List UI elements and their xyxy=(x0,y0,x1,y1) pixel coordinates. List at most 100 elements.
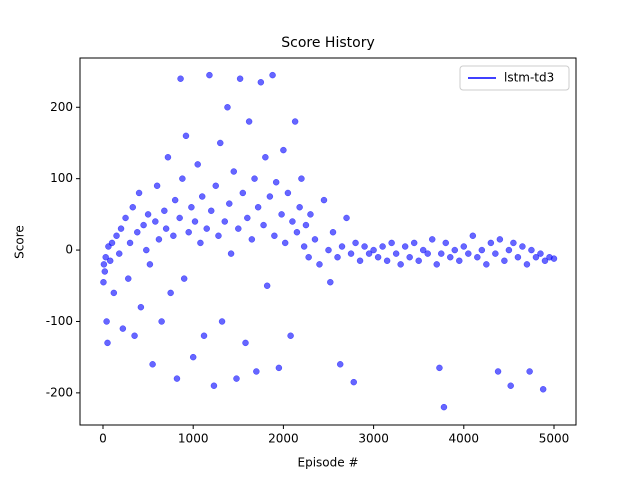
point xyxy=(161,207,168,215)
point xyxy=(347,250,355,257)
point xyxy=(514,253,522,261)
point xyxy=(291,118,299,125)
point xyxy=(316,261,323,268)
point xyxy=(510,239,517,247)
x-tick-label: 1000 xyxy=(178,432,209,446)
point xyxy=(350,378,358,386)
point xyxy=(289,218,296,225)
point xyxy=(180,275,188,282)
point xyxy=(235,225,242,232)
point xyxy=(149,361,156,368)
point xyxy=(539,386,547,393)
point xyxy=(106,257,114,265)
point xyxy=(158,318,165,325)
point xyxy=(245,118,253,125)
point xyxy=(126,239,134,247)
point xyxy=(440,403,448,411)
point xyxy=(191,218,199,225)
point xyxy=(115,250,123,257)
point xyxy=(140,221,147,229)
point xyxy=(272,178,280,186)
point xyxy=(505,246,513,254)
point xyxy=(492,250,499,257)
point xyxy=(269,71,276,79)
point xyxy=(170,232,177,240)
point xyxy=(343,214,350,222)
point xyxy=(251,175,258,182)
point xyxy=(224,104,231,111)
point xyxy=(100,278,107,286)
point xyxy=(550,255,558,262)
point xyxy=(253,368,260,375)
point xyxy=(215,232,222,240)
legend-label: lstm-td3 xyxy=(504,71,554,85)
point xyxy=(119,325,127,332)
x-tick-label: 2000 xyxy=(268,432,299,446)
point xyxy=(266,193,274,200)
point xyxy=(406,253,413,261)
point xyxy=(236,75,244,82)
point xyxy=(296,203,303,211)
chart-title: Score History xyxy=(281,35,374,51)
point xyxy=(523,261,531,268)
point xyxy=(451,246,459,254)
point xyxy=(176,214,183,222)
point xyxy=(379,243,386,250)
point xyxy=(198,193,206,200)
point xyxy=(144,211,152,218)
point xyxy=(206,71,213,79)
point xyxy=(456,257,463,265)
y-axis-label: Score xyxy=(13,225,27,259)
point xyxy=(305,253,312,261)
point xyxy=(248,236,256,243)
point xyxy=(146,261,154,268)
point xyxy=(167,289,174,297)
point xyxy=(307,211,314,218)
point xyxy=(433,261,440,268)
point xyxy=(182,132,190,140)
point xyxy=(447,253,454,261)
point xyxy=(164,153,172,161)
point xyxy=(287,332,294,339)
point xyxy=(311,236,319,243)
point xyxy=(207,207,215,215)
point xyxy=(155,236,163,243)
x-tick-label: 4000 xyxy=(449,432,480,446)
point xyxy=(325,246,332,254)
point xyxy=(162,225,170,232)
point xyxy=(153,182,161,190)
point xyxy=(415,257,422,265)
point xyxy=(370,246,377,254)
point xyxy=(227,250,235,257)
point xyxy=(100,261,108,268)
point xyxy=(336,361,344,368)
point xyxy=(537,250,544,257)
point xyxy=(194,161,201,168)
point xyxy=(526,368,533,375)
point xyxy=(496,236,504,243)
point xyxy=(102,253,109,261)
point xyxy=(177,75,184,82)
point xyxy=(134,228,141,236)
point xyxy=(519,243,526,250)
point xyxy=(218,318,226,325)
point xyxy=(338,243,346,250)
point xyxy=(104,339,111,347)
point xyxy=(361,243,368,250)
point xyxy=(173,375,181,382)
y-tick-label: -200 xyxy=(46,385,73,399)
x-tick-label: 0 xyxy=(99,432,107,446)
point xyxy=(129,203,137,211)
point xyxy=(271,232,278,240)
point xyxy=(281,239,289,247)
point xyxy=(217,139,224,147)
point xyxy=(113,232,120,240)
point xyxy=(352,239,359,247)
point xyxy=(135,189,143,197)
point xyxy=(257,79,265,86)
y-tick-label: -100 xyxy=(46,314,73,328)
point xyxy=(397,261,404,268)
point xyxy=(189,353,197,361)
point xyxy=(528,246,535,254)
point xyxy=(239,189,247,197)
